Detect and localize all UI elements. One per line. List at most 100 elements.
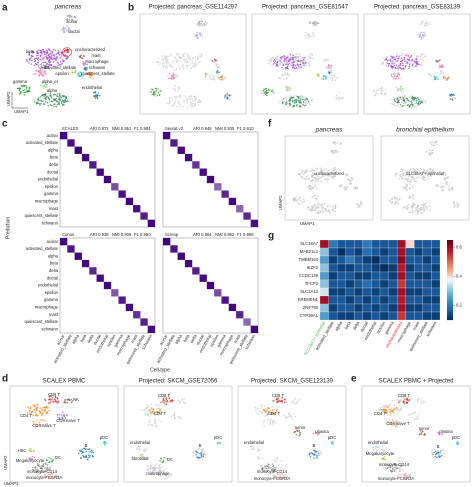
- cell-point: [297, 56, 299, 58]
- cell-point: [154, 422, 157, 424]
- cell-point: [341, 184, 343, 186]
- cell-point: [393, 408, 395, 411]
- cell-point: [185, 101, 188, 104]
- cell-point: [310, 170, 312, 172]
- cell-point: [327, 204, 329, 207]
- cell-point: [331, 440, 334, 443]
- cell-point: [384, 59, 386, 61]
- cell-point: [441, 189, 444, 191]
- cell-point: [303, 59, 305, 61]
- cell-point: [280, 78, 282, 80]
- cell-point: [449, 94, 451, 97]
- cell-point: [442, 76, 445, 78]
- umap-panel: [136, 395, 222, 480]
- cell-point: [296, 199, 299, 201]
- cell-point: [386, 469, 389, 471]
- cell-point: [429, 168, 431, 170]
- cell-point: [320, 169, 323, 172]
- cell-point: [44, 65, 47, 68]
- cell-point: [399, 63, 402, 65]
- cell-point: [163, 396, 166, 399]
- cell-point: [176, 74, 179, 76]
- cell-point: [150, 88, 152, 91]
- cell-point: [358, 205, 361, 207]
- cell-point: [159, 93, 161, 96]
- cell-point: [420, 53, 423, 56]
- confusion-cell: [147, 219, 155, 227]
- cell-point: [329, 205, 331, 207]
- cell-point: [293, 402, 295, 405]
- cell-point: [295, 67, 298, 69]
- cell-point: [306, 37, 308, 39]
- cluster-label: mast: [91, 53, 101, 58]
- cell-point: [178, 101, 181, 103]
- cell-point: [336, 77, 339, 80]
- cell-point: [404, 102, 406, 105]
- cell-point: [403, 477, 405, 479]
- cell-point: [328, 69, 330, 72]
- cell-point: [68, 18, 71, 21]
- cell-point: [443, 177, 446, 180]
- cell-point: [172, 66, 174, 68]
- cell-point: [334, 152, 336, 154]
- cell-point: [154, 464, 157, 467]
- cell-point: [434, 78, 437, 80]
- cell-point: [388, 419, 391, 422]
- cell-point: [332, 177, 334, 179]
- cell-point: [382, 408, 385, 411]
- cell-point: [391, 463, 393, 466]
- confusion-cell: [74, 252, 82, 260]
- cell-point: [320, 205, 322, 208]
- cell-point: [263, 425, 265, 427]
- cell-point: [295, 101, 297, 104]
- cell-point: [442, 449, 445, 451]
- cell-point: [443, 186, 445, 188]
- cell-point: [47, 64, 50, 66]
- cell-point: [287, 54, 289, 57]
- cell-point: [441, 433, 443, 435]
- cell-point: [29, 57, 32, 59]
- cell-point: [200, 450, 203, 453]
- cell-point: [65, 19, 68, 21]
- row-label: macrophage: [35, 199, 59, 204]
- cell-point: [36, 404, 38, 406]
- cluster-label: macrophage: [146, 471, 170, 476]
- cell-point: [159, 470, 162, 472]
- cell-point: [446, 181, 448, 183]
- cell-point: [44, 462, 46, 465]
- cell-point: [389, 410, 391, 413]
- cell-point: [332, 205, 334, 207]
- cell-point: [312, 209, 315, 211]
- cell-point: [396, 101, 398, 104]
- cell-point: [54, 395, 57, 398]
- heatmap-cell: [328, 303, 338, 313]
- cell-point: [176, 68, 178, 71]
- cell-point: [41, 74, 43, 76]
- cell-point: [63, 414, 66, 417]
- cell-point: [397, 202, 399, 205]
- cell-point: [283, 400, 285, 402]
- cell-point: [51, 472, 53, 475]
- cell-point: [420, 37, 423, 39]
- axis-label: UMAP2: [278, 195, 283, 210]
- colorbar-step: [447, 252, 453, 255]
- cell-point: [422, 206, 425, 209]
- cell-point: [411, 102, 413, 104]
- cell-point: [46, 58, 48, 61]
- cell-point: [265, 89, 268, 92]
- cell-point: [192, 455, 194, 457]
- cell-point: [274, 469, 276, 471]
- cell-point: [382, 406, 384, 408]
- cell-point: [284, 74, 286, 76]
- cell-point: [452, 93, 455, 95]
- cell-point: [305, 169, 308, 171]
- heatmap-cell: [388, 287, 398, 297]
- cell-point: [419, 23, 422, 25]
- cell-point: [393, 203, 396, 205]
- cell-point: [416, 171, 419, 174]
- cell-point: [440, 453, 442, 455]
- colorbar-step: [447, 296, 453, 299]
- cell-point: [442, 452, 445, 454]
- cell-point: [392, 410, 394, 413]
- cell-point: [34, 411, 36, 413]
